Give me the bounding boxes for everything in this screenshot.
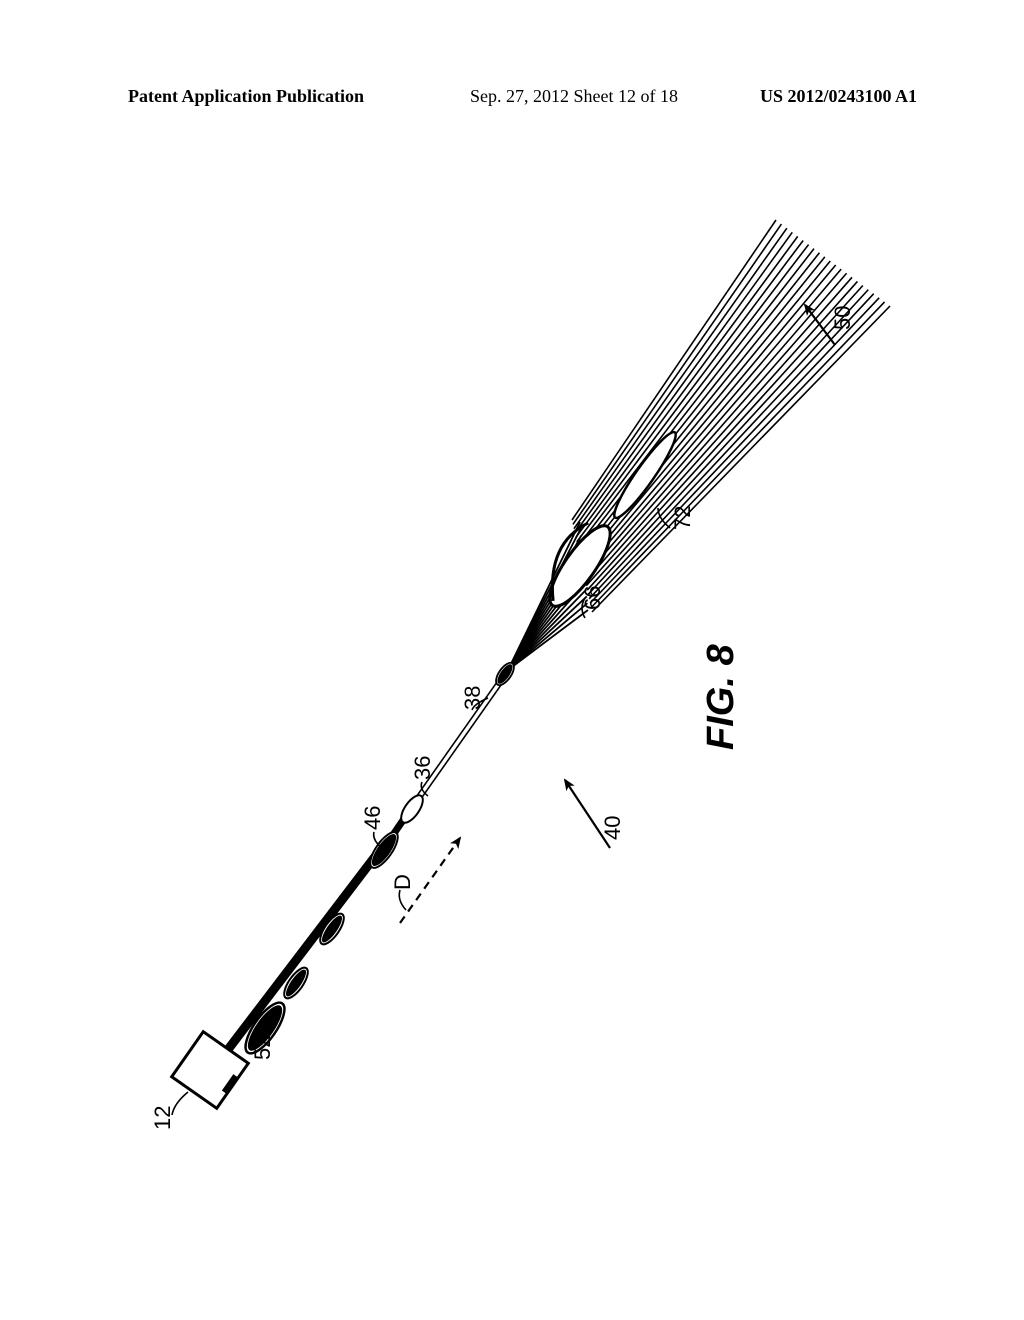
ref-D: D (390, 874, 416, 890)
ref-72: 72 (670, 506, 696, 530)
ref-66: 66 (580, 586, 606, 610)
figure-8: 12 52 46 D 36 38 40 66 72 50 FIG. 8 (110, 130, 910, 1210)
ref-12: 12 (150, 1106, 176, 1130)
header-mid: Sep. 27, 2012 Sheet 12 of 18 (470, 86, 678, 107)
header-left: Patent Application Publication (128, 86, 364, 107)
ref-52: 52 (250, 1036, 276, 1060)
ref-46: 46 (360, 806, 386, 830)
figure-svg (110, 130, 910, 1210)
ref-50: 50 (830, 306, 856, 330)
ref-40: 40 (600, 816, 626, 840)
figure-title: FIG. 8 (700, 644, 743, 750)
header-right: US 2012/0243100 A1 (760, 86, 917, 107)
ref-38: 38 (460, 686, 486, 710)
ref-36: 36 (410, 756, 436, 780)
